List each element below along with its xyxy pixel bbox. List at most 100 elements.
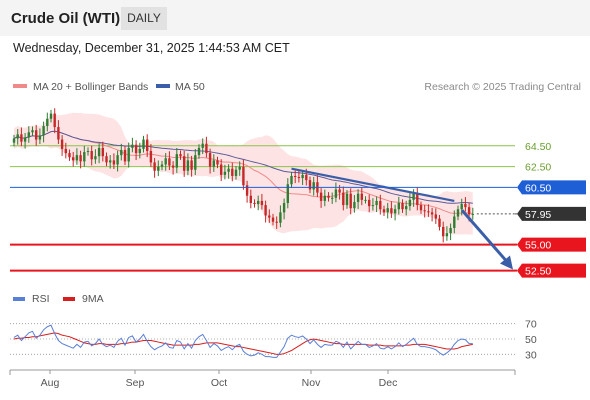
price-plot-area	[10, 108, 515, 243]
candle-body	[231, 168, 234, 176]
ma50-line	[13, 130, 473, 204]
level-label-62.50: 62.50	[525, 162, 551, 174]
rsi-tick-30: 30	[525, 349, 537, 361]
candle-body	[234, 169, 238, 176]
rsi-legend-swatch	[13, 297, 25, 301]
candle-body	[208, 153, 212, 167]
candle-body	[75, 155, 79, 161]
candle-body	[297, 177, 301, 179]
rsi-tick-50: 50	[525, 334, 537, 346]
candle-body	[197, 147, 201, 156]
candle-body	[212, 160, 215, 167]
candle-body	[460, 204, 463, 210]
candle-body	[127, 147, 130, 162]
candle-body	[275, 221, 278, 223]
candle-body	[249, 195, 252, 203]
candle-body	[72, 157, 75, 161]
candle-body	[242, 166, 245, 186]
candle-body	[397, 203, 400, 210]
price-tag-57.95	[517, 206, 586, 221]
candle-body	[390, 208, 393, 214]
candle-body	[138, 148, 141, 154]
candle-body	[464, 204, 467, 208]
instrument-title: Crude Oil (WTI)	[11, 10, 121, 27]
candle-body	[123, 149, 127, 162]
candle-body	[31, 130, 34, 133]
candle-body	[442, 226, 445, 237]
price-tag-52.50	[517, 263, 586, 278]
candle-body	[356, 193, 360, 202]
candle-body	[375, 200, 378, 206]
candle-body	[90, 151, 93, 160]
ma20-legend-swatch	[13, 84, 27, 88]
price-tag-label-57.95: 57.95	[525, 209, 551, 221]
candle-body	[423, 210, 426, 212]
candle-body	[286, 184, 289, 203]
candle-body	[64, 148, 67, 154]
candle-body	[467, 207, 471, 215]
candle-body	[175, 154, 178, 168]
header-bar: Crude Oil (WTI) DAILY	[0, 0, 590, 36]
candle-body	[253, 203, 256, 205]
candle-body	[282, 203, 286, 213]
candle-body	[171, 165, 175, 168]
level-label-64.50: 64.50	[525, 141, 551, 153]
candle-body	[97, 147, 101, 157]
candle-body	[245, 185, 249, 196]
candle-body	[57, 127, 60, 140]
candle-body	[434, 214, 437, 219]
candle-body	[353, 201, 356, 209]
candle-body	[327, 195, 330, 198]
candle-body	[338, 189, 341, 193]
candle-body	[345, 193, 349, 206]
candle-body	[131, 144, 134, 148]
candle-body	[94, 156, 97, 160]
x-axis: Aug Sep Oct Nov Dec	[9, 369, 516, 389]
candle-body	[53, 113, 56, 128]
candle-body	[142, 139, 145, 149]
candle-body	[416, 193, 419, 206]
candle-body	[453, 216, 456, 228]
candle-body	[160, 164, 164, 167]
candle-body	[290, 175, 293, 185]
x-tick-label-Aug: Aug	[41, 377, 60, 389]
candle-body	[23, 137, 27, 142]
main-legend: MA 20 + Bollinger Bands MA 50	[13, 81, 205, 93]
candle-body	[379, 200, 382, 210]
x-tick-label-Oct: Oct	[211, 377, 227, 389]
candle-body	[368, 199, 371, 207]
candle-body	[205, 143, 208, 154]
rsi-legend: RSI 9MA	[13, 293, 104, 305]
candle-body	[153, 162, 156, 171]
price-tag-label-60.50: 60.50	[525, 182, 551, 194]
timeframe-badge[interactable]: DAILY	[121, 7, 167, 30]
candle-body	[401, 203, 404, 210]
candle-body	[105, 156, 108, 163]
candle-body	[49, 113, 53, 119]
candle-body	[445, 233, 449, 237]
rsi-ma-legend-label: 9MA	[82, 293, 104, 305]
candle-body	[260, 200, 264, 206]
candle-body	[405, 206, 408, 210]
price-tag-60.50	[517, 180, 586, 195]
candle-body	[68, 153, 71, 158]
candle-body	[408, 199, 412, 207]
candle-body	[20, 134, 23, 142]
candle-body	[319, 192, 323, 201]
report-datetime: Wednesday, December 31, 2025 1:44:53 AM …	[13, 41, 290, 55]
price-tag-label-55.00: 55.00	[525, 240, 551, 252]
candle-body	[264, 205, 267, 216]
candle-body	[427, 211, 430, 213]
candle-body	[393, 209, 397, 214]
x-tick-label-Nov: Nov	[302, 377, 321, 389]
candle-body	[109, 160, 112, 163]
candle-body	[16, 134, 19, 139]
candle-body	[38, 135, 42, 140]
candle-body	[164, 158, 167, 165]
candle-body	[308, 180, 312, 190]
candle-body	[268, 215, 271, 218]
candle-body	[35, 130, 38, 140]
candle-body	[449, 227, 452, 234]
candle-body	[134, 144, 138, 154]
